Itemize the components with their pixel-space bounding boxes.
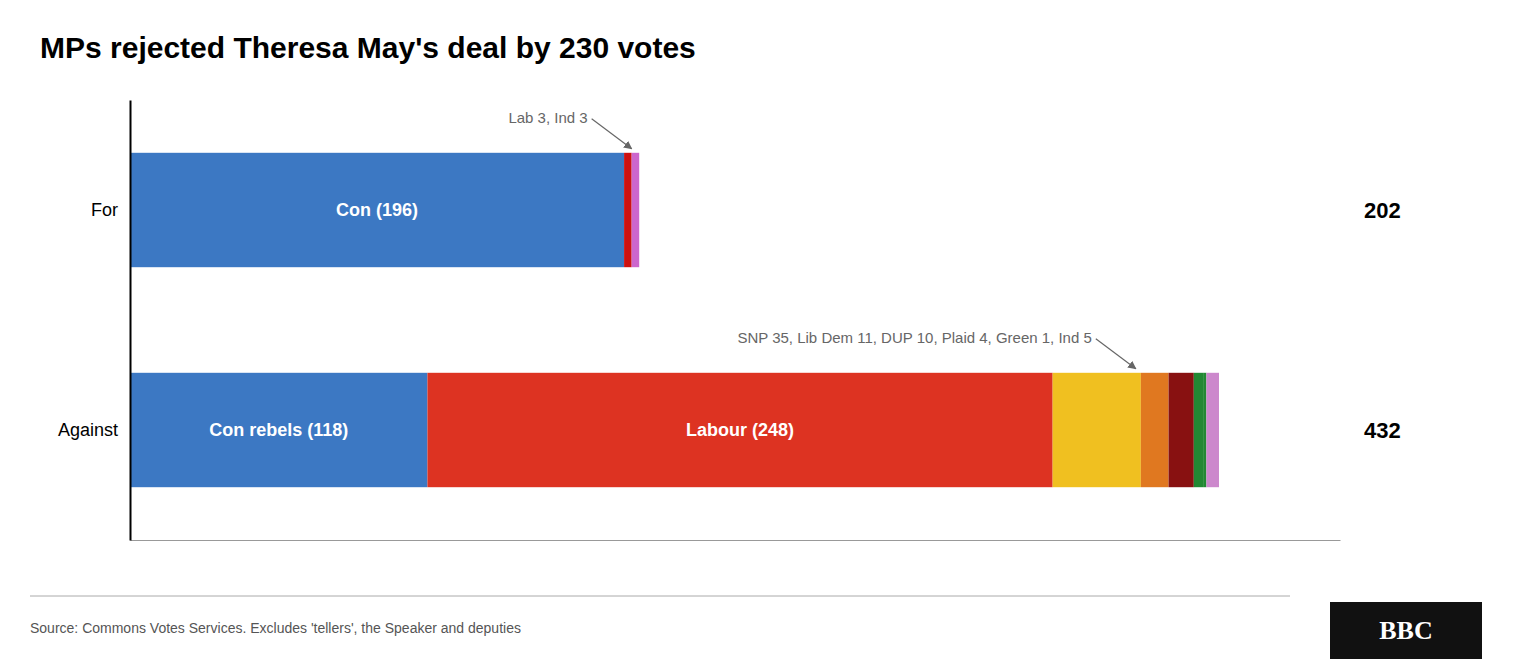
total-label: 432: [1364, 418, 1401, 443]
data-label: Con (196): [336, 200, 418, 220]
x-axis-line: [131, 540, 1341, 541]
footer-rule: [30, 596, 1290, 597]
data-label: Con rebels (118): [209, 420, 348, 440]
y-tick-label: Against: [58, 420, 118, 440]
y-tick: Against: [58, 420, 118, 440]
bar-segment: [1053, 373, 1141, 487]
bar-segment: [624, 153, 632, 267]
annotation-arrow: [1096, 339, 1136, 369]
bars: [130, 153, 1219, 487]
data-labels: Con (196) Con rebels (118) Labour (248): [209, 200, 794, 440]
y-tick-label: For: [91, 200, 118, 220]
y-axis: For Against: [58, 101, 131, 541]
bar-segment: [130, 373, 427, 487]
total-label: 202: [1364, 198, 1401, 223]
annotations: Lab 3, Ind 3 SNP 35, Lib Dem 11, DUP 10, …: [508, 109, 1135, 369]
bar-segment: [1194, 373, 1204, 487]
data-label: Labour (248): [686, 420, 794, 440]
bar-segment: [1169, 373, 1194, 487]
bar-segment: [130, 153, 624, 267]
annotation: SNP 35, Lib Dem 11, DUP 10, Plaid 4, Gre…: [737, 329, 1091, 346]
annotation-arrow: [592, 119, 632, 149]
bar-segment: [1206, 373, 1219, 487]
y-tick: For: [91, 200, 118, 220]
chart: MPs rejected Theresa May's deal by 230 v…: [0, 0, 1520, 672]
totals: 202 432: [1364, 198, 1401, 443]
annotation: Lab 3, Ind 3: [508, 109, 587, 126]
bar-segment: [427, 373, 1052, 487]
source: Source: Commons Votes Services. Excludes…: [30, 620, 521, 636]
title: MPs rejected Theresa May's deal by 230 v…: [40, 31, 696, 64]
logo-box: [1330, 602, 1482, 659]
bar-segment: [632, 153, 640, 267]
logo: BBC: [1379, 616, 1432, 645]
bar-segment: [1204, 373, 1207, 487]
bar-segment: [1141, 373, 1169, 487]
x-axis: [131, 540, 1341, 541]
y-axis-line: [130, 101, 132, 541]
